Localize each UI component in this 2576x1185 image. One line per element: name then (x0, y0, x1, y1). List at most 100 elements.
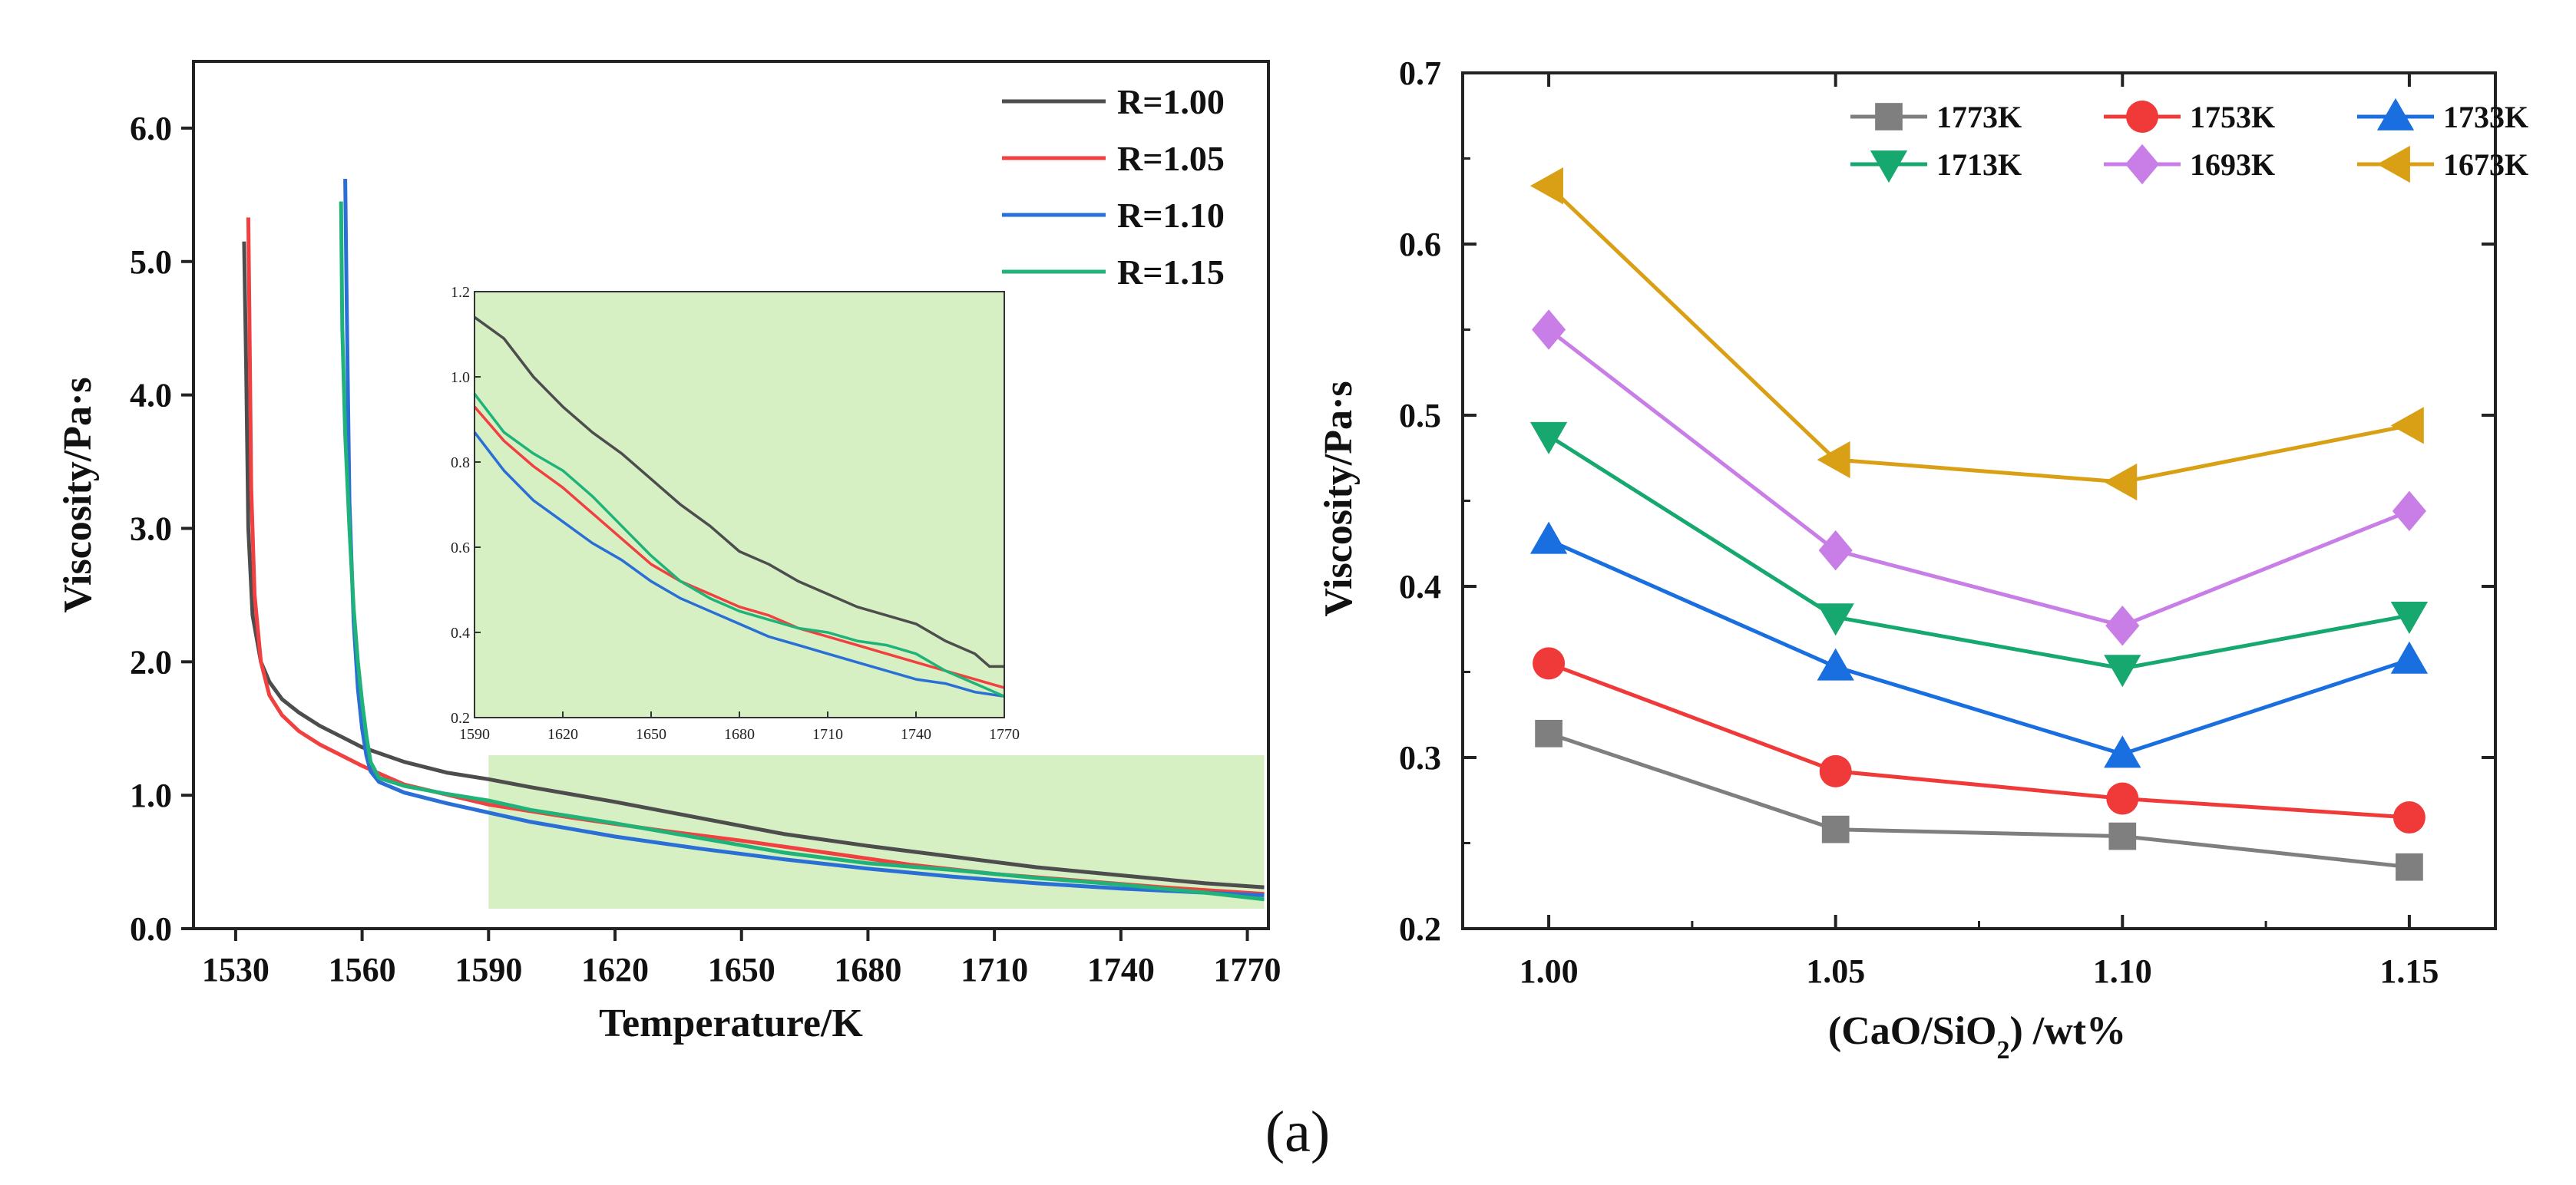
y-tick-label: 6.0 (130, 110, 172, 147)
x-tick-label: 1590 (455, 951, 522, 989)
legend-label-1693k: 1693K (2190, 147, 2275, 182)
x-tick-label: 1530 (202, 951, 270, 989)
left-y-ticks: 0.0 1.0 2.0 3.0 4.0 5.0 6.0 (130, 110, 193, 948)
point-1693k (1532, 309, 1566, 350)
inset-y-tick-label: 1.2 (451, 284, 470, 301)
line-1713k (1547, 434, 2410, 671)
right-y-ticks: 0.2 0.3 0.4 0.5 0.6 0.7 (1399, 54, 2495, 948)
x-tick-label: 1.05 (1806, 952, 1865, 990)
x-tick-label: 1.00 (1519, 952, 1579, 990)
point-1693k (2392, 490, 2426, 532)
point-1753k (2392, 801, 2426, 834)
point-1713k (2104, 655, 2141, 688)
y-tick-label: 1.0 (130, 777, 172, 814)
right-x-axis-label: (CaO/SiO2) /wt% (1828, 1009, 2126, 1065)
point-1773k (2108, 822, 2137, 850)
point-1713k (2390, 602, 2429, 635)
line-1753k (1548, 662, 2410, 820)
y-tick-label: 0.3 (1399, 739, 1441, 777)
inset-y-tick-label: 0.2 (451, 710, 470, 727)
point-1673k (1817, 441, 1850, 479)
inset-line-r-1-10 (473, 431, 1005, 698)
line-r-1-15 (339, 201, 1265, 902)
point-1693k (2105, 606, 2140, 646)
x-tick-label: 1710 (961, 951, 1028, 989)
left-viscosity-temperature-chart: 1530 1560 1590 1620 1650 1680 1710 1740 1770 0.0… (56, 60, 1281, 1045)
right-x-ticks: 1.00 1.05 1.10 1.15 (1519, 73, 2439, 990)
right-plot-frame (1461, 71, 2497, 930)
right-series-lines (1529, 167, 2429, 881)
legend-label-r-1-00: R=1.00 (1117, 82, 1225, 121)
right-viscosity-basicity-chart: 1.00 1.05 1.10 1.15 0.2 0.3 0.4 0.5 0.6 0.7 (CaO… (1317, 54, 2528, 1065)
point-1733k (2390, 641, 2429, 674)
legend-marker-1673k (2376, 145, 2410, 183)
inset-x-ticks: 1590 1620 1650 1680 1710 1740 1770 (459, 711, 1020, 743)
right-x-label-part2: ) /wt% (2009, 1009, 2126, 1053)
y-tick-label: 5.0 (130, 243, 172, 281)
legend-label-1773k: 1773K (1936, 100, 2022, 134)
y-tick-label: 0.5 (1399, 397, 1441, 434)
point-1673k (2104, 463, 2138, 501)
y-tick-label: 0.0 (130, 910, 172, 948)
left-series-lines (242, 178, 1265, 902)
x-tick-label: 1.10 (2093, 952, 2152, 990)
left-x-ticks: 1530 1560 1590 1620 1650 1680 1710 1740 1770 (202, 929, 1281, 989)
legend-label-1753k: 1753K (2190, 100, 2275, 134)
inset-line-r-1-00 (473, 315, 1004, 668)
inset-x-tick-label: 1710 (812, 726, 843, 743)
inset-background (475, 292, 1004, 718)
y-tick-label: 2.0 (130, 643, 172, 681)
legend-marker-1733k (2376, 97, 2415, 130)
highlight-region (488, 755, 1265, 909)
inset-y-tick-label: 0.4 (451, 625, 470, 642)
point-1773k (1821, 815, 1850, 843)
x-tick-label: 1650 (708, 951, 775, 989)
inset-x-tick-label: 1740 (901, 726, 931, 743)
inset-x-tick-label: 1650 (636, 726, 666, 743)
inset-x-tick-label: 1680 (724, 726, 755, 743)
point-1713k (1817, 603, 1854, 636)
y-tick-label: 3.0 (130, 510, 172, 547)
legend-label-1673k: 1673K (2443, 147, 2528, 182)
point-1673k (1529, 167, 1563, 205)
inset-zoom-chart: 1590 1620 1650 1680 1710 1740 1770 0.20.40.60.… (451, 284, 1020, 743)
point-1733k (1529, 521, 1568, 554)
inset-x-tick-label: 1620 (547, 726, 578, 743)
inset-series-lines (473, 315, 1005, 698)
point-1753k (2106, 782, 2139, 815)
x-tick-label: 1560 (329, 951, 396, 989)
inset-line-r-1-05 (473, 405, 1005, 689)
left-plot-frame (192, 60, 1270, 930)
right-y-axis-label: Viscosity/Pa·s (1317, 381, 1361, 616)
line-1773k (1548, 731, 2410, 870)
legend-marker-1773k (1875, 103, 1903, 130)
right-legend: 1773K 1753K 1733K 1713K 1693K 1673K (1850, 97, 2528, 185)
point-1673k (2390, 407, 2424, 444)
legend-label-r-1-05: R=1.05 (1117, 139, 1225, 178)
legend-label-1713k: 1713K (1936, 147, 2022, 182)
legend-marker-1713k (1870, 150, 1908, 183)
y-tick-label: 4.0 (130, 377, 172, 414)
inset-x-tick-label: 1590 (459, 726, 490, 743)
line-1733k (1548, 538, 2410, 757)
point-1733k (1817, 648, 1854, 681)
y-tick-label: 0.6 (1399, 226, 1441, 263)
legend-label-r-1-10: R=1.10 (1117, 196, 1225, 235)
legend-marker-1753k (2126, 101, 2158, 133)
point-1753k (1533, 647, 1566, 680)
right-x-label-part1: (CaO/SiO (1828, 1009, 1997, 1053)
line-1673k (1547, 184, 2410, 484)
y-tick-label: 0.2 (1399, 910, 1441, 948)
x-tick-label: 1.15 (2379, 952, 2439, 990)
x-tick-label: 1770 (1214, 951, 1281, 989)
inset-y-ticks: 0.2 0.4 0.6 0.8 1.0 1.2 (451, 284, 481, 727)
point-1773k (1535, 719, 1562, 748)
inset-y-tick-label: 1.0 (451, 369, 470, 386)
left-legend: R=1.00 R=1.05 R=1.10 R=1.15 (1002, 82, 1225, 292)
point-1773k (2396, 853, 2423, 881)
x-tick-label: 1680 (834, 951, 901, 989)
point-1753k (1819, 754, 1852, 787)
inset-x-tick-label: 1770 (989, 726, 1020, 743)
point-1733k (2104, 735, 2141, 768)
